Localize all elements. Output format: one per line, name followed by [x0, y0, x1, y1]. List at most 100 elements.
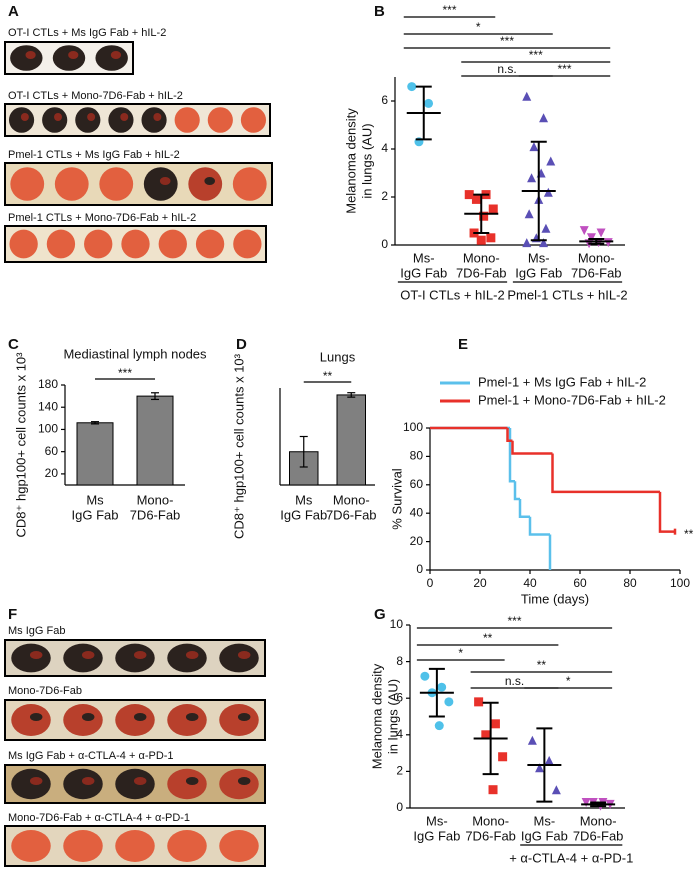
lung-spot: [237, 651, 251, 659]
x-tick-label: Ms-: [426, 813, 448, 828]
y-tick-label: 0: [416, 562, 423, 576]
x-tick-label: Ms: [295, 492, 313, 507]
x-tick-label: 7D6-Fab: [571, 265, 622, 280]
y-tick-label: 80: [410, 449, 424, 463]
panel-label: D: [236, 336, 247, 353]
lung-image: [63, 643, 103, 673]
x-tick-label: Mono-: [472, 813, 509, 828]
lung-image: [115, 768, 155, 800]
data-point: [529, 142, 539, 152]
y-tick-label: 6: [396, 690, 403, 704]
lung-image: [232, 167, 267, 201]
panel-label: A: [8, 3, 19, 20]
data-point: [522, 91, 532, 101]
bar: [289, 451, 319, 486]
data-point: [522, 238, 532, 248]
y-tick-label: 2: [381, 189, 388, 203]
lung-spot: [81, 713, 95, 721]
lung-image: [11, 643, 51, 673]
data-point: [471, 194, 481, 204]
legend-label: Pmel-1 + Mono-7D6-Fab + hIL-2: [478, 392, 666, 407]
lung-image: [95, 45, 128, 71]
lung-image: [167, 704, 207, 736]
legend-label: Pmel-1 + Ms IgG Fab + hIL-2: [478, 374, 646, 389]
x-tick-label: IgG Fab: [400, 265, 447, 280]
x-tick-label: IgG Fab: [72, 507, 119, 522]
x-tick-label: Mono-: [333, 492, 370, 507]
lung-image: [143, 167, 178, 201]
photo-label: Ms IgG Fab + α-CTLA-4 + α-PD-1: [8, 750, 174, 762]
lung-image: [108, 107, 134, 133]
lung-image: [219, 768, 259, 800]
survival-step: [513, 481, 520, 501]
x-tick-label: Mono-: [137, 492, 174, 507]
significance-label: ***: [529, 48, 543, 62]
lung-spot: [237, 713, 251, 721]
data-point: [539, 113, 549, 123]
x-tick-label: Ms-: [528, 250, 550, 265]
lung-image: [63, 830, 103, 862]
lung-image: [233, 229, 262, 259]
lung-spot: [29, 777, 43, 785]
data-point: [543, 187, 553, 197]
significance-label: ***: [442, 3, 456, 17]
group-label: OT-I CTLs + hIL-2: [400, 287, 504, 302]
data-point: [596, 228, 606, 238]
lung-spot: [133, 777, 147, 785]
lung-image: [8, 107, 35, 133]
lung-image: [9, 229, 38, 259]
photo-label: Mono-7D6-Fab: [8, 685, 82, 697]
lung-image: [174, 107, 200, 133]
chart-title: Mediastinal lymph nodes: [63, 346, 207, 361]
x-tick-label: 7D6-Fab: [573, 828, 624, 843]
y-tick-label: 6: [381, 93, 388, 107]
x-tick-label: 7D6-Fab: [465, 828, 516, 843]
photo-label: OT-I CTLs + Mono-7D6-Fab + hIL-2: [8, 90, 183, 102]
lung-image: [141, 107, 167, 133]
x-tick-label: 7D6-Fab: [326, 507, 377, 522]
survival-step: [528, 516, 550, 536]
data-point: [541, 223, 551, 233]
lung-image: [115, 830, 155, 862]
y-axis-label: CD8⁺ hgp100+ cell counts x 10³: [231, 353, 246, 539]
x-tick-label: 0: [427, 576, 434, 590]
x-tick-label: IgG Fab: [515, 265, 562, 280]
data-point: [488, 785, 498, 795]
lung-image: [42, 107, 68, 133]
data-point: [464, 190, 474, 200]
x-tick-label: Ms-: [413, 250, 435, 265]
x-tick-label: IgG Fab: [521, 828, 568, 843]
panel-label: G: [374, 606, 386, 623]
x-tick-label: 7D6-Fab: [130, 507, 181, 522]
data-point: [546, 156, 556, 166]
lung-image: [158, 229, 187, 259]
data-point: [490, 719, 500, 729]
lung-spot: [237, 777, 251, 785]
y-tick-label: 2: [396, 764, 403, 778]
lung-image: [54, 167, 89, 201]
x-tick-label: 7D6-Fab: [456, 265, 507, 280]
bar: [336, 394, 366, 486]
significance-label: **: [323, 369, 333, 383]
y-tick-label: 140: [38, 399, 58, 413]
data-point: [603, 238, 613, 248]
group-label: Pmel-1 CTLs + hIL-2: [507, 287, 627, 302]
photo-frame: [4, 162, 273, 206]
lung-image: [115, 704, 155, 736]
lung-image: [10, 45, 43, 71]
panel-label: E: [458, 336, 468, 353]
chart-title: Lungs: [320, 349, 356, 364]
lung-spot: [110, 51, 122, 59]
y-axis-label: CD8⁺ hgp100+ cell counts x 10³: [13, 352, 28, 538]
photo-label: OT-I CTLs + Ms IgG Fab + hIL-2: [8, 27, 166, 39]
data-point: [586, 233, 596, 243]
lung-image: [52, 45, 86, 71]
x-tick-label: 60: [573, 576, 587, 590]
y-tick-label: 20: [45, 466, 59, 480]
group-label: + α-CTLA-4 + α-PD-1: [509, 850, 633, 865]
lung-image: [219, 643, 259, 673]
lung-image: [121, 229, 150, 259]
data-point: [476, 235, 486, 245]
x-tick-label: 100: [670, 576, 690, 590]
panel-label: F: [8, 606, 17, 623]
